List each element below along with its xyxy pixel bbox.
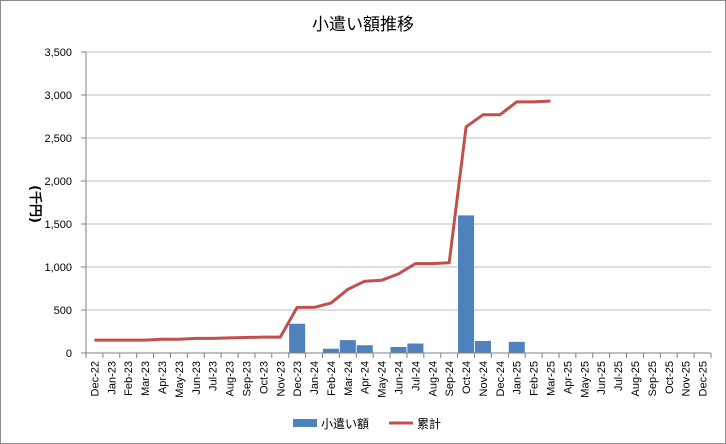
bar: [474, 340, 491, 353]
bar: [322, 348, 339, 353]
y-tick-label: 1,500: [44, 219, 72, 231]
legend-label-line: 累計: [417, 416, 441, 431]
legend: 小遣い額 累計: [293, 416, 441, 431]
legend-label-bar: 小遣い額: [321, 416, 369, 431]
x-tick-label: May-25: [579, 361, 591, 398]
axes: 0 500 1,000 1,500 2,000 2,500 3,000 3,500 Dec-22…: [44, 47, 712, 398]
y-tick-label: 1,000: [44, 262, 72, 274]
y-tick-label: 0: [66, 348, 72, 360]
x-tick-label: Oct-24: [461, 361, 473, 394]
gridlines: [86, 51, 711, 311]
bar: [356, 345, 373, 353]
x-tick-label: Jul-23: [208, 361, 220, 391]
x-tick-label: Nov-24: [478, 361, 490, 396]
x-tick-label: Dec-22: [89, 361, 101, 396]
y-tick-label: 2,500: [44, 133, 72, 145]
x-tick-label: Sep-25: [647, 361, 659, 396]
y-tick-label: 3,000: [44, 90, 72, 102]
y-axis-label: (千円): [27, 185, 43, 223]
x-tick-label: Dec-25: [698, 361, 710, 396]
legend-swatch-bar: [293, 419, 317, 427]
x-tick-label: Jul-25: [613, 361, 625, 391]
x-tick-label: Feb-24: [326, 361, 338, 396]
x-tick-label: Aug-23: [225, 361, 237, 396]
x-tick-label: May-24: [377, 361, 389, 398]
bar: [339, 340, 356, 353]
line-cumulative: [94, 99, 551, 342]
x-tick-label: Aug-24: [427, 361, 439, 396]
x-tick-label: Apr-24: [360, 361, 372, 394]
x-tick-label: Feb-23: [123, 361, 135, 396]
x-tick-label: Jan-23: [106, 361, 118, 395]
y-tick-label: 500: [54, 305, 72, 317]
x-tick-label: Oct-23: [258, 361, 270, 394]
x-tick-label: Jan-25: [512, 361, 524, 395]
x-tick-label: May-23: [174, 361, 186, 398]
x-tick-label: Apr-23: [157, 361, 169, 394]
bar: [508, 341, 525, 353]
x-tick-label: Mar-24: [343, 361, 355, 396]
bar-series: [289, 215, 525, 353]
chart-title: 小遣い額推移: [312, 15, 414, 35]
bar: [458, 215, 475, 353]
x-tick-label: Jan-24: [309, 361, 321, 395]
x-tick-label: Sep-23: [241, 361, 253, 396]
bar: [407, 343, 424, 353]
bar: [390, 346, 407, 353]
x-tick-label: Dec-24: [495, 361, 507, 396]
x-tick-label: Nov-23: [275, 361, 287, 396]
x-tick-label: Mar-25: [546, 361, 558, 396]
bar: [289, 323, 306, 353]
x-tick-label: Aug-25: [630, 361, 642, 396]
x-tick-label: Apr-25: [562, 361, 574, 394]
y-tick-label: 3,500: [44, 47, 72, 59]
y-tick-label: 2,000: [44, 176, 72, 188]
x-tick-label: Feb-25: [529, 361, 541, 396]
x-tick-label: Dec-23: [292, 361, 304, 396]
x-tick-label: Jul-24: [410, 361, 422, 391]
x-tick-label: Mar-23: [140, 361, 152, 396]
x-tick-label: Nov-25: [681, 361, 693, 396]
x-tick-label: Jun-25: [596, 361, 608, 395]
x-tick-label: Sep-24: [444, 361, 456, 396]
x-tick-label: Jun-23: [191, 361, 203, 395]
line-series: [94, 99, 551, 342]
x-tick-label: Oct-25: [664, 361, 676, 394]
x-tick-label: Jun-24: [394, 361, 406, 395]
